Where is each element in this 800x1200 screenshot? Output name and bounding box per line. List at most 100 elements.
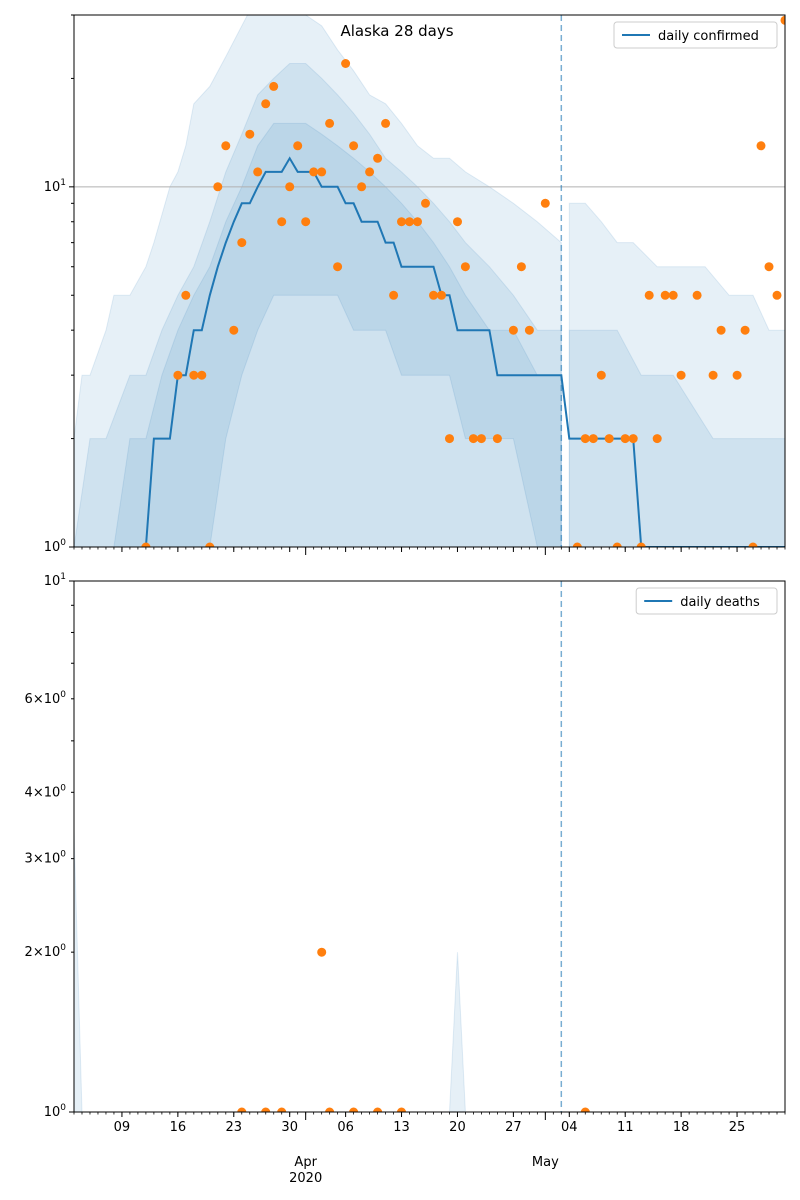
- legend: daily confirmed: [613, 21, 778, 49]
- data-point: [740, 325, 750, 335]
- x-tick-label: 11: [617, 1120, 634, 1135]
- data-point: [453, 217, 462, 227]
- confidence-band-5: [568, 329, 785, 547]
- data-point: [349, 1107, 359, 1112]
- data-point: [141, 542, 151, 547]
- legend-box: [613, 21, 778, 49]
- data-point: [620, 434, 630, 444]
- data-point: [580, 434, 590, 444]
- plot-area: [74, 829, 590, 1112]
- data-point: [261, 1107, 271, 1112]
- data-point: [229, 325, 239, 335]
- legend: daily deaths: [635, 587, 778, 615]
- data-point: [524, 325, 534, 335]
- data-point: [780, 15, 785, 25]
- x-year-label: 2020: [289, 1171, 322, 1186]
- data-point: [596, 370, 606, 380]
- data-point: [333, 262, 343, 272]
- data-point: [189, 370, 199, 380]
- data-point: [748, 542, 758, 547]
- axes-frame: [73, 580, 786, 1113]
- chart-title: Alaska 28 days: [340, 22, 453, 40]
- data-point: [732, 370, 742, 380]
- data-point: [588, 434, 598, 444]
- x-tick-label: 09: [114, 1120, 131, 1135]
- x-month-label: Apr: [294, 1155, 317, 1170]
- x-tick-label: 04: [561, 1120, 578, 1135]
- data-point: [341, 59, 351, 68]
- y-tick-label: 4×100: [25, 783, 67, 800]
- data-point: [636, 542, 646, 547]
- x-tick-label: 06: [337, 1120, 354, 1135]
- data-point: [676, 370, 686, 380]
- data-point: [460, 262, 470, 272]
- data-point: [373, 153, 383, 163]
- data-point: [205, 542, 215, 547]
- data-point: [213, 182, 223, 192]
- plot-area: [74, 15, 785, 547]
- data-point: [221, 141, 231, 151]
- data-point: [660, 290, 670, 300]
- data-point: [652, 434, 662, 444]
- data-point: [301, 217, 311, 227]
- data-point: [612, 542, 622, 547]
- data-point: [437, 290, 446, 300]
- data-point: [445, 434, 454, 444]
- data-point: [572, 542, 582, 547]
- data-point: [277, 1107, 287, 1112]
- x-tick-label: 25: [729, 1120, 746, 1135]
- data-point: [397, 1107, 406, 1112]
- data-point: [429, 290, 438, 300]
- data-point: [285, 182, 295, 192]
- confidence-band-3: [74, 122, 562, 547]
- y-tick-label: 100: [44, 538, 67, 555]
- data-point: [317, 947, 327, 957]
- data-point: [540, 198, 550, 208]
- deaths-panel: 100 2×100 3×100 4×100 6×100 101 daily deaths: [25, 572, 786, 1120]
- confidence-band-2: [448, 952, 466, 1112]
- x-tick-label: 16: [170, 1120, 187, 1135]
- data-point: [516, 262, 526, 272]
- x-tick-label: 18: [673, 1120, 690, 1135]
- data-point: [476, 434, 486, 444]
- data-point: [413, 217, 422, 227]
- data-point: [181, 290, 191, 300]
- series-line-daily-confirmed: [144, 156, 785, 547]
- data-point: [293, 141, 303, 151]
- data-point: [277, 217, 287, 227]
- data-point: [357, 182, 367, 192]
- x-tick-label: 27: [505, 1120, 522, 1135]
- legend-label: daily confirmed: [658, 29, 759, 44]
- data-point: [644, 290, 654, 300]
- data-point: [508, 325, 518, 335]
- data-point: [405, 217, 414, 227]
- data-point: [173, 370, 183, 380]
- data-point: [397, 217, 406, 227]
- data-point: [580, 1107, 590, 1112]
- y-tick-label: 3×100: [25, 850, 67, 867]
- x-tick-label: 13: [393, 1120, 410, 1135]
- confidence-band-1: [74, 15, 562, 547]
- legend-label: daily deaths: [680, 595, 760, 610]
- x-tick-label: 23: [226, 1120, 243, 1135]
- confirmed-panel: 100 101 Alaska 28 days daily confirmed: [44, 14, 786, 555]
- data-point: [325, 118, 335, 128]
- data-point: [237, 238, 247, 248]
- y-tick-label: 6×100: [25, 690, 67, 707]
- data-point: [253, 167, 263, 177]
- data-point: [668, 290, 678, 300]
- data-point: [349, 141, 359, 151]
- data-point: [764, 262, 774, 272]
- data-point: [628, 434, 638, 444]
- data-point: [772, 290, 782, 300]
- data-point: [269, 81, 279, 91]
- data-point: [468, 434, 478, 444]
- data-point: [604, 434, 614, 444]
- data-point: [756, 141, 766, 151]
- x-tick-label: 20: [449, 1120, 466, 1135]
- x-tick-label: 30: [281, 1120, 298, 1135]
- data-point: [421, 198, 430, 208]
- axes-frame: [73, 14, 786, 548]
